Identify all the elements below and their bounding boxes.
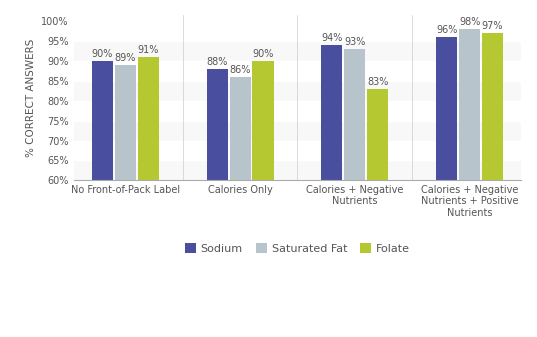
Bar xyxy=(367,89,388,180)
Text: 86%: 86% xyxy=(229,65,251,75)
Text: 91%: 91% xyxy=(137,45,159,55)
Text: 94%: 94% xyxy=(321,33,343,43)
Bar xyxy=(137,57,159,180)
Y-axis label: % CORRECT ANSWERS: % CORRECT ANSWERS xyxy=(26,38,36,157)
Bar xyxy=(436,37,457,180)
Text: 93%: 93% xyxy=(344,37,366,47)
Text: 96%: 96% xyxy=(436,25,458,35)
Bar xyxy=(74,41,521,61)
Bar xyxy=(459,29,480,180)
Bar xyxy=(74,81,521,101)
Bar xyxy=(321,45,343,180)
Text: 83%: 83% xyxy=(367,77,388,87)
Bar xyxy=(115,65,136,180)
Text: 89%: 89% xyxy=(114,53,136,63)
Bar xyxy=(92,61,113,180)
Bar xyxy=(207,69,228,180)
Text: 90%: 90% xyxy=(252,49,274,59)
Legend: Sodium, Saturated Fat, Folate: Sodium, Saturated Fat, Folate xyxy=(180,239,415,258)
Text: 90%: 90% xyxy=(92,49,113,59)
Text: 97%: 97% xyxy=(482,21,503,31)
Bar xyxy=(229,77,251,180)
Bar xyxy=(74,160,521,180)
Text: 88%: 88% xyxy=(206,57,228,67)
Bar xyxy=(74,121,521,141)
Bar xyxy=(482,33,503,180)
Text: 98%: 98% xyxy=(459,17,480,27)
Bar xyxy=(344,49,365,180)
Bar xyxy=(252,61,273,180)
